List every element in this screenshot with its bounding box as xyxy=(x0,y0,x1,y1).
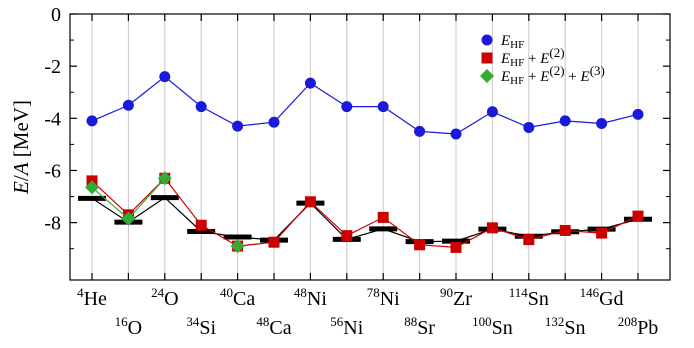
third-order-point xyxy=(230,239,245,254)
series-layer xyxy=(78,71,652,254)
legend-marker-hf xyxy=(481,34,493,46)
x-tick-label: 4He xyxy=(77,285,107,310)
x-tick-label: 208Pb xyxy=(618,314,659,339)
experiment-line xyxy=(91,196,639,243)
second-order-point xyxy=(523,234,535,246)
legend-label: EHF + E(2) xyxy=(500,45,565,69)
y-tick-label: -6 xyxy=(44,160,61,182)
hf-point xyxy=(232,120,244,132)
hf-point xyxy=(596,118,608,130)
hf-point xyxy=(632,108,644,120)
legend-marker-second-order xyxy=(481,52,493,64)
legend-label: EHF + E(2) + E(3) xyxy=(500,63,605,87)
y-axis-title: E/A [MeV] xyxy=(9,100,33,195)
plot-frame xyxy=(69,13,671,281)
x-tick-label: 16O xyxy=(115,314,142,339)
second-order-point xyxy=(559,224,571,236)
second-order-point xyxy=(268,236,280,248)
hf-point xyxy=(414,125,426,137)
x-tick-label: 40Ca xyxy=(220,285,255,310)
x-tick-label: 90Zr xyxy=(440,285,472,310)
y-axis: 0 -2 -4 -6 -8 xyxy=(44,4,670,250)
hf-point xyxy=(523,121,535,133)
y-tick-label: -4 xyxy=(44,108,61,130)
x-tick-label: 24O xyxy=(151,285,178,310)
second-order-point xyxy=(377,211,389,223)
second-order-point xyxy=(486,222,498,234)
hf-point xyxy=(122,99,134,111)
y-tick-label: 0 xyxy=(51,4,61,26)
third-order-point xyxy=(157,171,172,186)
hf-point xyxy=(450,128,462,140)
second-order-point xyxy=(450,241,462,253)
second-order-point xyxy=(414,239,426,251)
third-order-point xyxy=(121,211,136,226)
x-tick-label: 48Ca xyxy=(256,314,291,339)
hf-point xyxy=(195,101,207,113)
hf-point xyxy=(377,101,389,113)
x-tick-label: 114Sn xyxy=(509,285,549,310)
hf-point xyxy=(304,77,316,89)
x-tick-label: 146Gd xyxy=(580,285,624,310)
hf-line xyxy=(91,75,639,135)
legend-label: EHF xyxy=(500,33,524,51)
second-order-point xyxy=(195,219,207,231)
second-order-point xyxy=(341,230,353,242)
hf-point xyxy=(268,116,280,128)
x-tick-label: 34Si xyxy=(186,314,216,339)
second-order-point xyxy=(632,210,644,222)
third-order-point xyxy=(85,180,99,195)
second-order-line xyxy=(91,177,639,249)
x-tick-label: 88Sr xyxy=(404,314,435,339)
second-order-point xyxy=(304,196,316,208)
hf-point xyxy=(341,101,353,113)
y-tick-label: -8 xyxy=(44,213,61,235)
y-tick-label: -2 xyxy=(44,56,61,78)
x-tick-label: 78Ni xyxy=(367,285,400,310)
hf-point xyxy=(86,115,98,127)
legend-marker-third-order xyxy=(480,69,494,83)
hf-point xyxy=(559,115,571,127)
hf-point xyxy=(486,106,498,118)
hf-point xyxy=(159,71,171,83)
x-tick-label: 132Sn xyxy=(545,314,586,339)
second-order-point xyxy=(596,227,608,239)
x-axis: 4He 16O 24O 34Si40Ca48Ca48Ni56Ni78Ni88Sr90Z… xyxy=(77,14,658,339)
x-tick-label: 56Ni xyxy=(330,314,363,339)
x-tick-label: 100Sn xyxy=(472,314,513,339)
x-tick-label: 48Ni xyxy=(294,285,327,310)
